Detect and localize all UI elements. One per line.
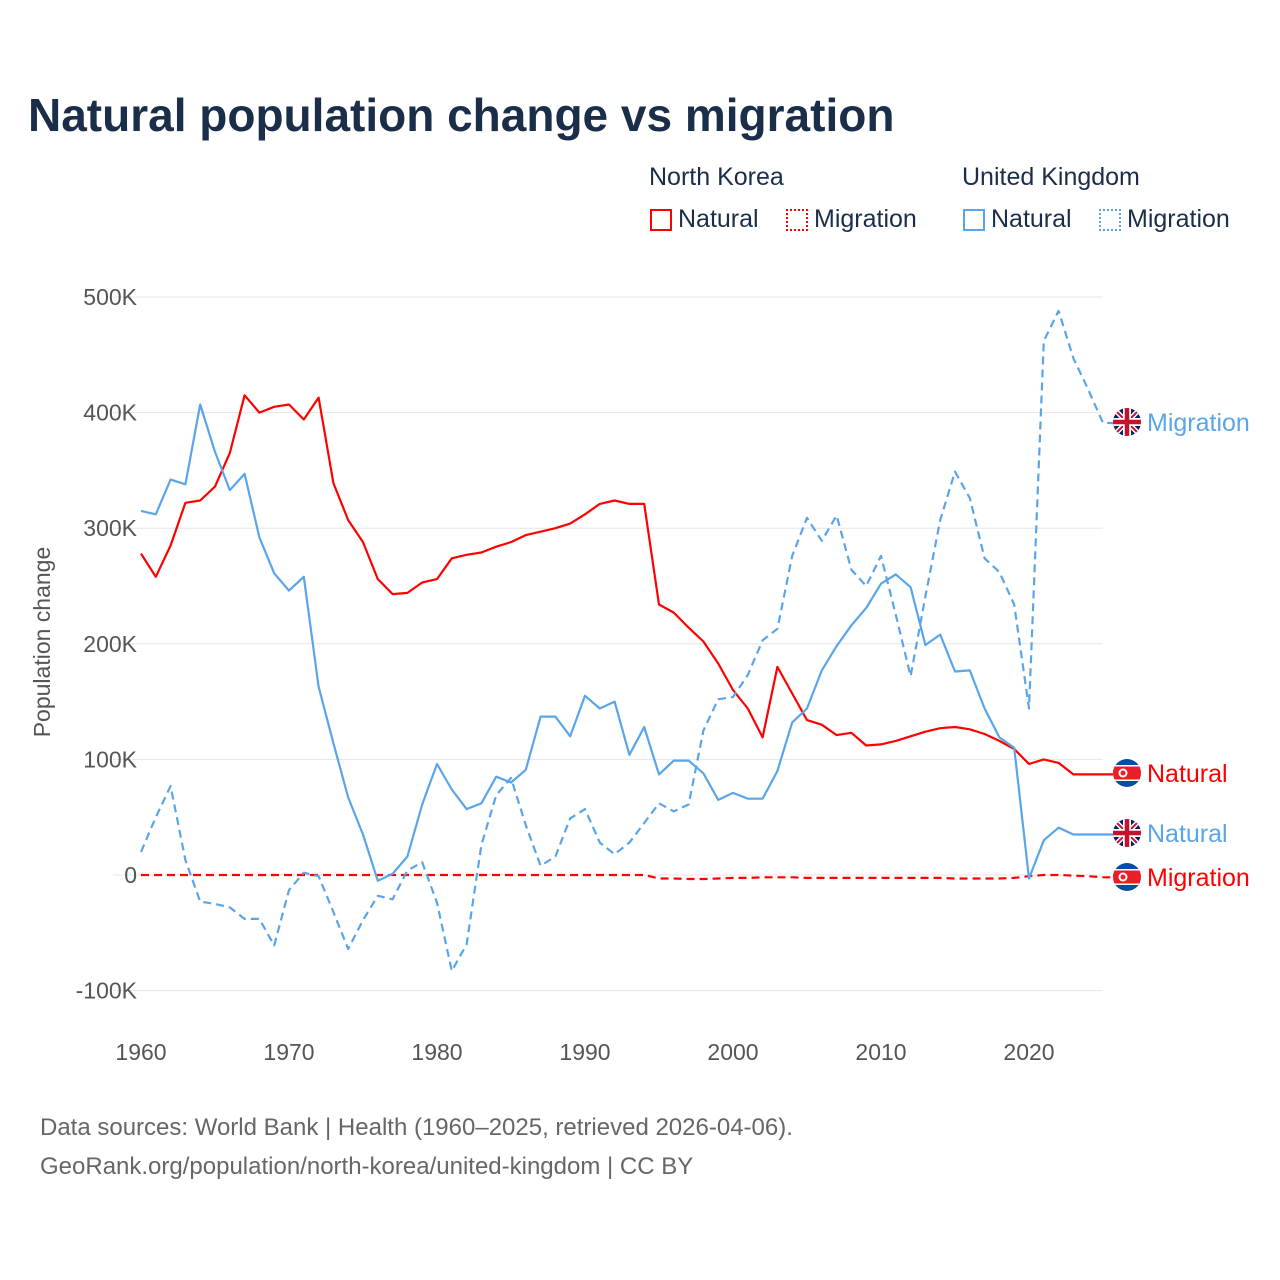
footer-sources: Data sources: World Bank | Health (1960–… [40, 1114, 793, 1141]
y-tick-label: 0 [124, 862, 137, 888]
x-tick-label: 1980 [411, 1039, 462, 1065]
end-label-united-kingdom-migration: Migration [1147, 409, 1250, 437]
flag-north-korea-icon [1113, 863, 1141, 891]
legend-item-uk-natural[interactable]: Natural [963, 205, 1072, 234]
x-tick-label: 2010 [855, 1039, 906, 1065]
series-line-united-kingdom-migration [139, 309, 1113, 973]
legend-label: Migration [814, 205, 917, 233]
legend-group-united-kingdom: United Kingdom [962, 163, 1140, 191]
x-tick-label: 1990 [559, 1039, 610, 1065]
x-axis-ticks: 1960 1970 1980 1990 2000 2010 2020 [115, 1039, 1054, 1065]
y-tick-label: 400K [83, 400, 137, 426]
footer: Data sources: World Bank | Health (1960–… [40, 1108, 793, 1186]
footer-url[interactable]: GeoRank.org/population/north-korea/unite… [40, 1153, 694, 1180]
x-tick-label: 2020 [1003, 1039, 1054, 1065]
flag-north-korea-icon [1113, 759, 1141, 787]
x-tick-label: 1960 [115, 1039, 166, 1065]
series-line-north-korea-natural [140, 394, 1113, 776]
chart-title: Natural population change vs migration [28, 89, 895, 141]
legend-swatch [650, 208, 672, 231]
legend-group-north-korea: North Korea [649, 163, 784, 191]
flag-united-kingdom-icon [1113, 819, 1141, 847]
y-tick-label: 500K [83, 284, 137, 310]
legend-label: Migration [1127, 205, 1230, 233]
y-tick-label: -100K [76, 978, 138, 1004]
end-label-north-korea-natural: Natural [1147, 760, 1228, 788]
legend-item-uk-migration[interactable]: Migration [1099, 205, 1230, 234]
legend-swatch [786, 208, 808, 231]
end-labels: Natural Migration Natural Migration [1113, 408, 1250, 892]
end-label-north-korea-migration: Migration [1147, 864, 1250, 892]
y-axis-label: Population change [29, 547, 55, 738]
legend-label: Natural [991, 205, 1072, 233]
x-tick-label: 1970 [263, 1039, 314, 1065]
flag-united-kingdom-icon [1113, 408, 1141, 436]
series-lines [139, 309, 1113, 973]
y-axis-ticks: 500K 400K 300K 200K 100K 0 -100K [76, 284, 138, 1004]
x-tick-label: 2000 [707, 1039, 758, 1065]
end-label-united-kingdom-natural: Natural [1147, 820, 1228, 848]
series-line-north-korea-migration [141, 873, 1113, 881]
legend-swatch [1099, 208, 1121, 231]
y-tick-label: 200K [83, 631, 137, 657]
gridlines [113, 296, 1103, 992]
y-tick-label: 100K [83, 746, 137, 772]
legend-label: Natural [678, 205, 759, 233]
series-line-united-kingdom-natural [140, 403, 1113, 882]
legend-swatch [963, 208, 985, 231]
legend-item-nk-natural[interactable]: Natural [650, 205, 759, 234]
y-tick-label: 300K [83, 515, 137, 541]
legend-item-nk-migration[interactable]: Migration [786, 205, 917, 234]
